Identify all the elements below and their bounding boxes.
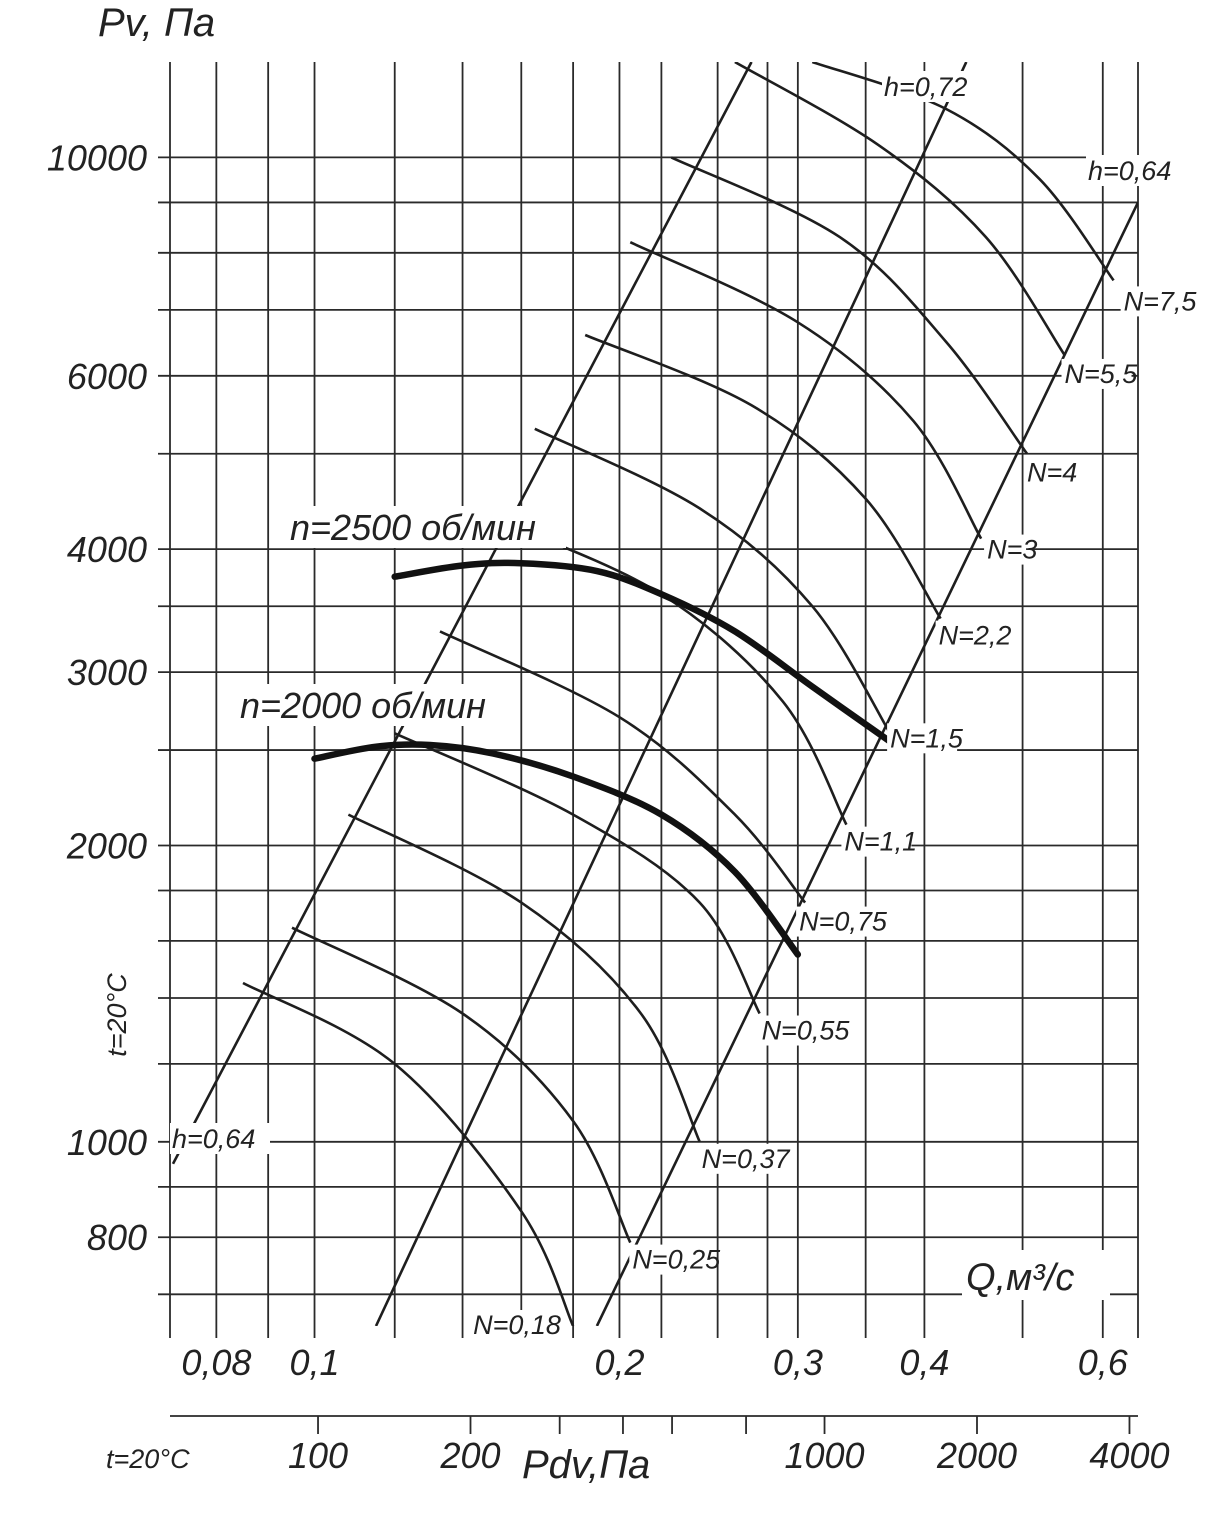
y-tick-label: 1000 — [67, 1122, 147, 1163]
y-axis-title: Pv, Па — [98, 1, 215, 45]
power-curve-label: N=1,1 — [844, 827, 917, 857]
efficiency-label: h=0,64 — [1088, 156, 1171, 186]
label-bg — [962, 1250, 1110, 1300]
efficiency-label: h=0,64 — [172, 1124, 255, 1154]
power-curve — [670, 156, 1029, 455]
x-axis-title: Q,м³/с — [966, 1257, 1074, 1299]
chart-grid — [158, 62, 1139, 1434]
power-curve-label: N=3 — [987, 535, 1037, 565]
power-curve-label: N=0,18 — [473, 1310, 561, 1340]
label-bg — [887, 723, 958, 754]
power-curve — [394, 732, 761, 1015]
x-tick-label: 0,08 — [181, 1342, 251, 1383]
efficiency-line — [595, 201, 1138, 1326]
power-curve — [242, 981, 575, 1326]
x-tick-label: 0,1 — [289, 1342, 339, 1383]
power-curve — [811, 62, 1115, 282]
y-tick-label: 4000 — [67, 529, 147, 570]
label-bg — [286, 506, 566, 548]
x-tick-label: 0,6 — [1078, 1342, 1129, 1383]
y-tick-label: 2000 — [66, 825, 147, 866]
x-tick-label: 0,4 — [899, 1342, 949, 1383]
y-tick-label: 6000 — [67, 356, 147, 397]
secondary-tick-label: 200 — [439, 1435, 500, 1476]
power-curve — [534, 427, 892, 734]
label-bg — [841, 826, 912, 857]
label-bg — [698, 1143, 783, 1174]
secondary-tick-label: 4000 — [1089, 1435, 1169, 1476]
label-bg — [1023, 457, 1066, 488]
power-curve-label: N=1,5 — [890, 723, 964, 753]
label-bg — [470, 1310, 555, 1340]
label-bg — [629, 1244, 714, 1275]
y-tick-label: 800 — [87, 1217, 147, 1258]
power-curve-label: N=0,25 — [632, 1245, 721, 1275]
y-tick-label: 3000 — [67, 652, 147, 693]
power-curve — [584, 333, 942, 620]
label-bg — [796, 906, 881, 937]
label-bg — [984, 534, 1027, 565]
secondary-tick-label: 100 — [288, 1435, 348, 1476]
power-curve — [734, 62, 1066, 356]
power-curve — [439, 630, 807, 904]
label-bg — [236, 684, 516, 726]
speed-curve-label: n=2500 об/мин — [290, 507, 536, 548]
efficiency-label: h=0,72 — [884, 72, 967, 102]
secondary-tick-label: 2000 — [936, 1435, 1017, 1476]
x-tick-label: 0,3 — [773, 1342, 823, 1383]
power-curve-label: N=5,5 — [1065, 359, 1139, 389]
secondary-axis-side-label: t=20°C — [106, 1444, 190, 1474]
y-tick-label: 10000 — [47, 137, 147, 178]
efficiency-line — [171, 62, 753, 1165]
speed-curve — [311, 741, 802, 958]
efficiency-line — [374, 62, 968, 1326]
y-side-label: t=20°C — [102, 973, 132, 1057]
label-bg — [935, 620, 1006, 651]
power-curve-label: N=0,75 — [799, 907, 888, 937]
label-bg — [170, 1123, 270, 1154]
label-bg — [1086, 155, 1186, 186]
label-bg — [1120, 286, 1191, 317]
power-curve — [629, 241, 983, 540]
x-tick-label: 0,2 — [594, 1342, 644, 1383]
secondary-axis-title: Pdv,Па — [522, 1443, 650, 1487]
speed-curve — [391, 559, 894, 745]
chart-labels: N=0,18 N=0,25 N=0,37 N=0,55 N=0,75 N=1,1 N=1,5… — [47, 1, 1198, 1487]
power-curve — [347, 813, 701, 1143]
power-curve-label: N=0,55 — [762, 1016, 851, 1046]
chart-series — [171, 62, 1138, 1326]
label-bg — [1061, 358, 1132, 389]
label-bg — [758, 1015, 843, 1046]
speed-curve-label: n=2000 об/мин — [240, 685, 486, 726]
power-curve-label: N=4 — [1027, 458, 1077, 488]
power-curve-label: N=0,37 — [702, 1144, 791, 1174]
power-curve — [291, 926, 632, 1244]
power-curve-label: N=2,2 — [939, 621, 1012, 651]
secondary-tick-label: 1000 — [784, 1435, 864, 1476]
power-curve-label: N=7,5 — [1124, 286, 1198, 316]
label-bg — [882, 71, 982, 102]
